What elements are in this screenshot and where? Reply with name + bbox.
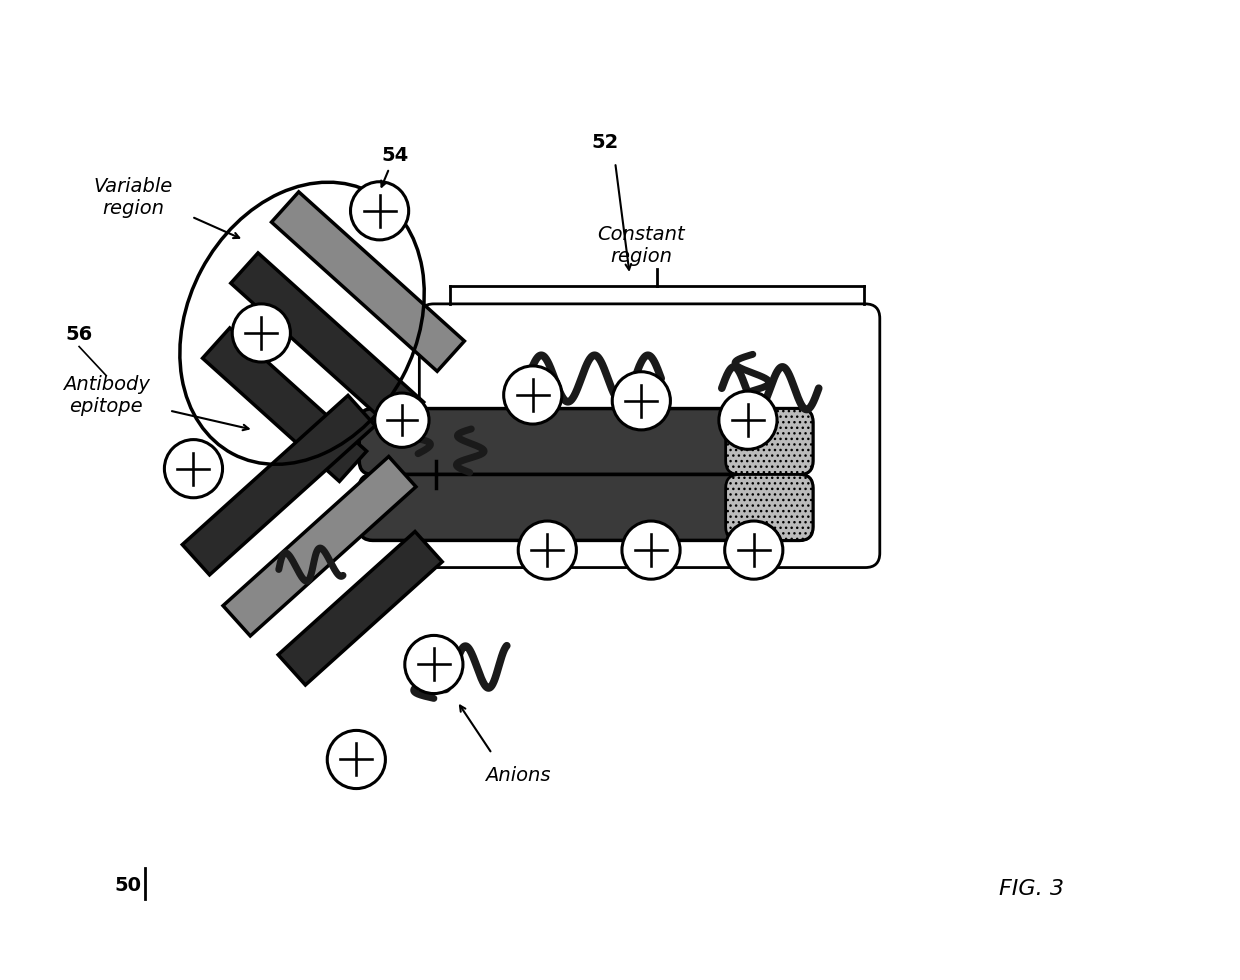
Polygon shape <box>231 253 424 432</box>
Circle shape <box>404 635 463 694</box>
Polygon shape <box>202 328 367 481</box>
Polygon shape <box>223 457 415 636</box>
FancyBboxPatch shape <box>725 409 813 474</box>
Polygon shape <box>272 192 465 371</box>
Circle shape <box>351 181 409 240</box>
Text: 50: 50 <box>114 876 141 895</box>
Circle shape <box>503 366 562 424</box>
Text: FIG. 3: FIG. 3 <box>999 879 1064 900</box>
Text: Antibody
epitope: Antibody epitope <box>63 374 150 416</box>
FancyBboxPatch shape <box>360 409 813 474</box>
Circle shape <box>374 393 429 447</box>
Circle shape <box>165 440 222 498</box>
FancyBboxPatch shape <box>725 474 813 540</box>
Circle shape <box>518 521 577 579</box>
Text: 52: 52 <box>591 133 619 153</box>
Text: Anions: Anions <box>486 766 551 785</box>
Polygon shape <box>182 396 376 575</box>
Circle shape <box>232 304 290 362</box>
Text: 54: 54 <box>382 146 409 165</box>
Circle shape <box>327 730 386 789</box>
Circle shape <box>719 391 777 449</box>
Circle shape <box>613 371 671 430</box>
FancyBboxPatch shape <box>360 474 813 540</box>
Polygon shape <box>278 531 443 685</box>
Circle shape <box>622 521 680 579</box>
Text: Variable
region: Variable region <box>94 176 174 218</box>
Circle shape <box>724 521 782 579</box>
Text: Constant
region: Constant region <box>598 225 686 267</box>
Text: 56: 56 <box>66 325 93 344</box>
